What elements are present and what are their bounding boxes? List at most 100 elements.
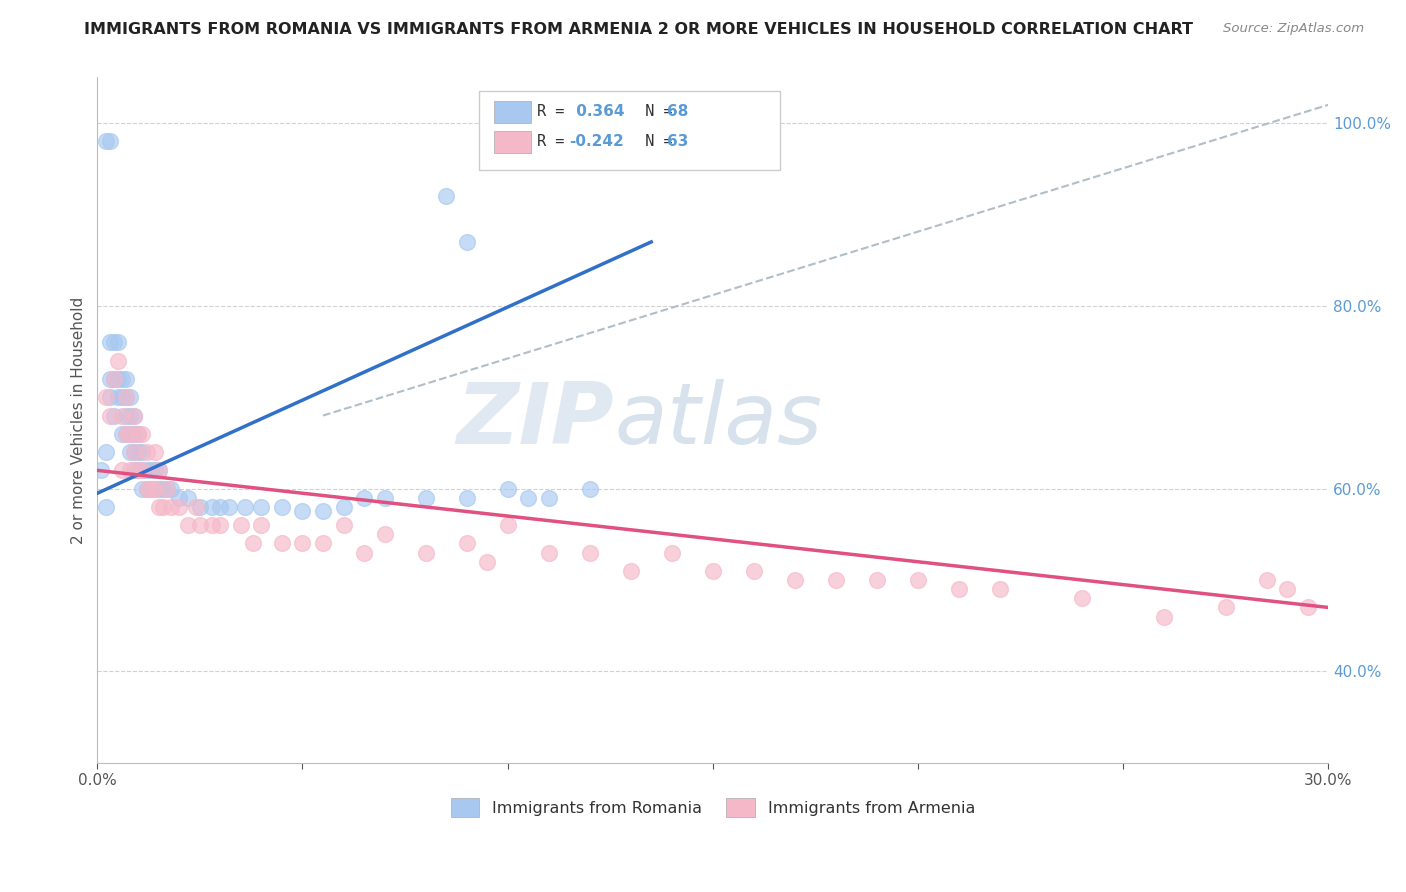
Point bbox=[1256, 573, 1278, 587]
Text: 68: 68 bbox=[668, 104, 689, 120]
Point bbox=[94, 135, 117, 149]
Point bbox=[124, 409, 146, 423]
Point bbox=[124, 445, 146, 459]
Text: R =: R = bbox=[537, 135, 574, 149]
Point bbox=[160, 500, 183, 514]
Point bbox=[250, 500, 273, 514]
Point bbox=[148, 500, 170, 514]
Point bbox=[111, 426, 134, 441]
Point bbox=[111, 372, 134, 386]
Point bbox=[332, 500, 354, 514]
Point bbox=[131, 445, 153, 459]
Point bbox=[176, 491, 198, 505]
Point bbox=[94, 390, 117, 404]
FancyBboxPatch shape bbox=[494, 131, 530, 153]
Point bbox=[456, 491, 478, 505]
Point bbox=[107, 390, 129, 404]
Point bbox=[176, 518, 198, 533]
Point bbox=[271, 500, 294, 514]
Point bbox=[120, 409, 142, 423]
Point bbox=[127, 463, 149, 477]
Point bbox=[111, 463, 134, 477]
Point bbox=[115, 426, 138, 441]
Point bbox=[209, 518, 232, 533]
Point bbox=[496, 518, 519, 533]
Point bbox=[578, 482, 600, 496]
Point bbox=[90, 463, 112, 477]
Point bbox=[98, 372, 121, 386]
Point bbox=[115, 409, 138, 423]
Point bbox=[143, 482, 166, 496]
Point bbox=[824, 573, 846, 587]
Point bbox=[98, 335, 121, 350]
Point bbox=[353, 546, 375, 560]
Point bbox=[169, 491, 191, 505]
Text: 0.364: 0.364 bbox=[571, 104, 624, 120]
Point bbox=[131, 482, 153, 496]
Point bbox=[135, 482, 157, 496]
Point bbox=[456, 235, 478, 249]
Text: IMMIGRANTS FROM ROMANIA VS IMMIGRANTS FROM ARMENIA 2 OR MORE VEHICLES IN HOUSEHO: IMMIGRANTS FROM ROMANIA VS IMMIGRANTS FR… bbox=[84, 22, 1194, 37]
Point bbox=[188, 500, 211, 514]
Text: N =: N = bbox=[627, 135, 682, 149]
Point bbox=[907, 573, 929, 587]
Point bbox=[115, 390, 138, 404]
Point bbox=[98, 135, 121, 149]
Point bbox=[148, 463, 170, 477]
Text: Source: ZipAtlas.com: Source: ZipAtlas.com bbox=[1223, 22, 1364, 36]
Point bbox=[229, 518, 252, 533]
Point bbox=[103, 372, 125, 386]
Point bbox=[456, 536, 478, 550]
Point bbox=[620, 564, 643, 578]
Point bbox=[353, 491, 375, 505]
Point bbox=[120, 445, 142, 459]
Point bbox=[115, 372, 138, 386]
Point bbox=[496, 482, 519, 496]
Point bbox=[131, 426, 153, 441]
Legend: Immigrants from Romania, Immigrants from Armenia: Immigrants from Romania, Immigrants from… bbox=[444, 792, 981, 823]
Point bbox=[115, 426, 138, 441]
Point bbox=[218, 500, 240, 514]
Point bbox=[291, 536, 314, 550]
Point bbox=[517, 491, 540, 505]
Point bbox=[312, 504, 335, 518]
Point bbox=[143, 463, 166, 477]
Point bbox=[209, 500, 232, 514]
Point bbox=[127, 463, 149, 477]
Point bbox=[156, 482, 179, 496]
Point bbox=[233, 500, 256, 514]
Point bbox=[661, 546, 683, 560]
Point bbox=[127, 426, 149, 441]
Text: 63: 63 bbox=[668, 135, 689, 149]
Point bbox=[866, 573, 889, 587]
Point bbox=[139, 482, 162, 496]
Point bbox=[156, 482, 179, 496]
FancyBboxPatch shape bbox=[494, 101, 530, 123]
Point bbox=[250, 518, 273, 533]
Point bbox=[1071, 591, 1094, 606]
Text: ZIP: ZIP bbox=[457, 378, 614, 462]
Point bbox=[148, 463, 170, 477]
Y-axis label: 2 or more Vehicles in Household: 2 or more Vehicles in Household bbox=[72, 296, 86, 544]
Point bbox=[415, 546, 437, 560]
Point bbox=[103, 335, 125, 350]
Point bbox=[124, 445, 146, 459]
Point bbox=[242, 536, 264, 550]
Point bbox=[135, 445, 157, 459]
Point bbox=[160, 482, 183, 496]
Point bbox=[1275, 582, 1298, 596]
Point bbox=[373, 527, 395, 541]
Point bbox=[103, 372, 125, 386]
Point bbox=[742, 564, 765, 578]
Point bbox=[537, 491, 560, 505]
Point bbox=[107, 353, 129, 368]
Point bbox=[143, 482, 166, 496]
Point bbox=[143, 445, 166, 459]
Point bbox=[120, 426, 142, 441]
Point bbox=[188, 518, 211, 533]
Point bbox=[152, 500, 174, 514]
Point bbox=[783, 573, 806, 587]
Point bbox=[131, 463, 153, 477]
Point bbox=[135, 463, 157, 477]
Point bbox=[139, 482, 162, 496]
